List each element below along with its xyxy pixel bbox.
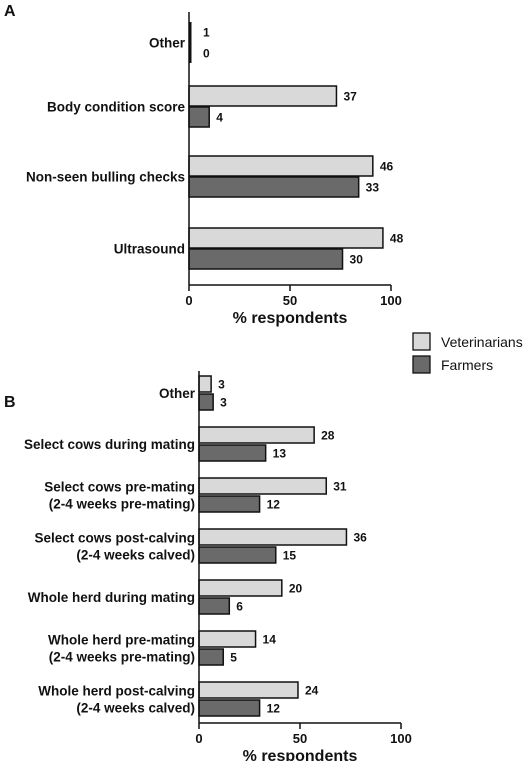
data-label-farmers: 30 [350, 253, 364, 267]
data-label-farmers: 0 [203, 47, 210, 61]
data-label-farmers: 33 [366, 181, 380, 195]
data-label-veterinarians: 36 [353, 531, 367, 545]
legend-label-farmers: Farmers [441, 357, 493, 373]
x-tick-label: 100 [390, 731, 412, 746]
bar-farmers [188, 176, 360, 198]
bar-veterinarians [189, 22, 192, 63]
category-label: Select cows during mating [24, 437, 195, 452]
data-label-veterinarians: 46 [380, 160, 394, 174]
data-label-farmers: 6 [236, 600, 243, 614]
category-label: (2-4 weeks pre-mating) [49, 650, 195, 665]
category-label: (2-4 weeks calved) [76, 701, 195, 716]
bar-veterinarians [198, 630, 257, 648]
bar-farmers [198, 495, 261, 513]
bar-farmers [198, 444, 267, 462]
bar-veterinarians [198, 426, 315, 444]
bar-veterinarians [198, 528, 348, 546]
data-label-veterinarians: 14 [263, 633, 277, 647]
x-axis-label: % respondents [243, 748, 358, 761]
category-label: Whole herd pre-mating [48, 633, 195, 648]
bar-veterinarians [188, 155, 374, 177]
category-label: Ultrasound [114, 242, 185, 257]
data-label-veterinarians: 37 [343, 90, 357, 104]
x-tick-label: 0 [195, 731, 202, 746]
chart-panel-b: B 3 3 Other 28 13 Select cows during mating 31 1… [4, 371, 412, 761]
data-label-veterinarians: 1 [203, 26, 210, 40]
data-label-veterinarians: 20 [289, 582, 303, 596]
x-tick-label: 100 [380, 293, 402, 308]
x-tick-label: 0 [185, 293, 192, 308]
bar-veterinarians [188, 85, 338, 107]
category-label: (2-4 weeks calved) [76, 548, 195, 563]
category-label: Non-seen bulling checks [26, 170, 185, 185]
legend: Veterinarians Farmers [412, 332, 523, 374]
data-label-veterinarians: 48 [390, 232, 404, 246]
category-label: Whole herd during mating [28, 590, 195, 605]
bar-veterinarians [198, 477, 328, 495]
data-label-farmers: 5 [230, 651, 237, 665]
bar-veterinarians [198, 375, 212, 393]
panel-label: A [4, 3, 16, 20]
data-label-veterinarians: 31 [333, 480, 347, 494]
bar-farmers [188, 248, 344, 270]
data-label-farmers: 12 [267, 498, 281, 512]
x-axis-label: % respondents [233, 310, 348, 327]
data-label-farmers: 12 [267, 702, 281, 716]
bar-farmers [198, 597, 231, 615]
bar-veterinarians [198, 579, 283, 597]
legend-label-veterinarians: Veterinarians [441, 334, 523, 350]
bar-veterinarians [198, 681, 299, 699]
data-label-farmers: 3 [220, 396, 227, 410]
category-label: Other [149, 36, 186, 51]
x-tick-label: 50 [283, 293, 297, 308]
data-label-veterinarians: 24 [305, 684, 319, 698]
data-label-farmers: 4 [216, 111, 223, 125]
category-label: (2-4 weeks pre-mating) [49, 497, 195, 512]
bar-farmers [198, 546, 277, 564]
data-label-farmers: 13 [273, 447, 287, 461]
bar-farmers [198, 648, 224, 666]
category-label: Select cows pre-mating [44, 480, 195, 495]
bar-veterinarians [188, 227, 384, 249]
legend-swatch-veterinarians [412, 332, 431, 351]
data-label-veterinarians: 3 [218, 378, 225, 392]
bar-farmers [198, 699, 261, 717]
panel-label: B [4, 394, 16, 411]
category-label: Other [159, 386, 196, 401]
x-tick-label: 50 [293, 731, 307, 746]
data-label-farmers: 15 [283, 549, 297, 563]
data-label-veterinarians: 28 [321, 429, 335, 443]
category-label: Whole herd post-calving [38, 684, 195, 699]
category-label: Select cows post-calving [34, 531, 195, 546]
legend-swatch-farmers [412, 355, 431, 374]
bar-farmers [188, 106, 210, 128]
category-label: Body condition score [47, 100, 186, 115]
bar-farmers [198, 393, 214, 411]
